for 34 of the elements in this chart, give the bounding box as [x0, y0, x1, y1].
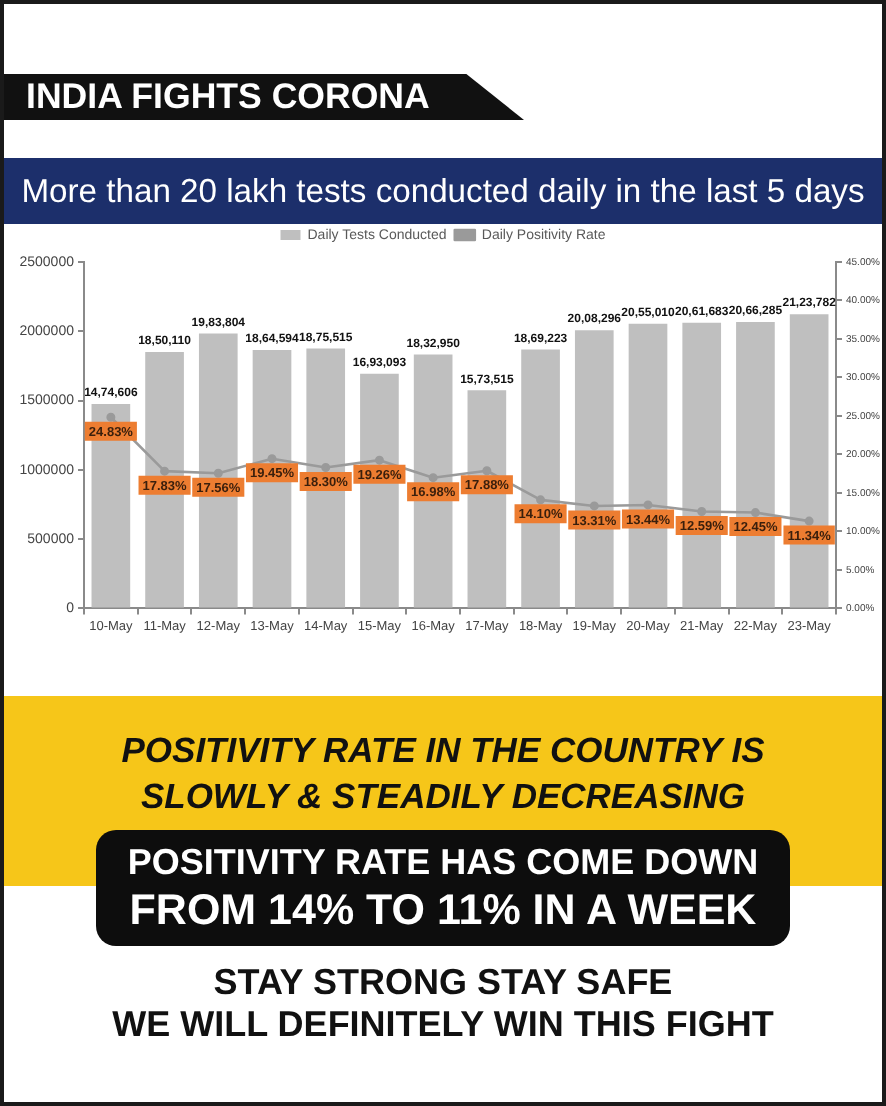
title-banner: INDIA FIGHTS CORONA: [0, 74, 524, 120]
subtitle-banner: More than 20 lakh tests conducted daily in the last 5 days: [0, 158, 886, 224]
text: STAY STRONG STAY SAFE WE WILL DEFINITELY WIN THIS FIGHT: [110, 962, 776, 1046]
chart-title: INDIA FIGHTS CORONA: [26, 74, 430, 120]
bar: [736, 322, 775, 608]
bar: [789, 314, 829, 608]
point: [428, 473, 438, 483]
point: [643, 500, 653, 510]
bar: [413, 354, 453, 608]
bar: [360, 373, 399, 608]
bar: [91, 404, 131, 608]
bar: [467, 390, 507, 608]
point: [213, 468, 223, 478]
bar: [682, 322, 722, 608]
point: [160, 466, 170, 476]
point: [106, 412, 116, 422]
bar: [628, 323, 668, 608]
bar: [521, 349, 560, 608]
point: [697, 506, 707, 516]
point: [804, 516, 814, 526]
point: [589, 501, 599, 511]
point: [267, 454, 277, 464]
text: POSITIVITY RATE HAS COME DOWN FROM 14% TO 11% IN A WEEK: [125, 840, 761, 934]
point: [536, 495, 546, 505]
point: [374, 455, 384, 465]
bar: [145, 352, 184, 608]
text: POSITIVITY RATE IN THE COUNTRY IS SLOWLY & STEADILY DECREASING: [119, 728, 767, 820]
bar: [252, 350, 292, 608]
bar: [198, 333, 238, 608]
bar: [574, 330, 614, 608]
point: [321, 463, 331, 473]
point: [750, 508, 760, 518]
point: [482, 466, 492, 476]
bar: [306, 348, 346, 608]
